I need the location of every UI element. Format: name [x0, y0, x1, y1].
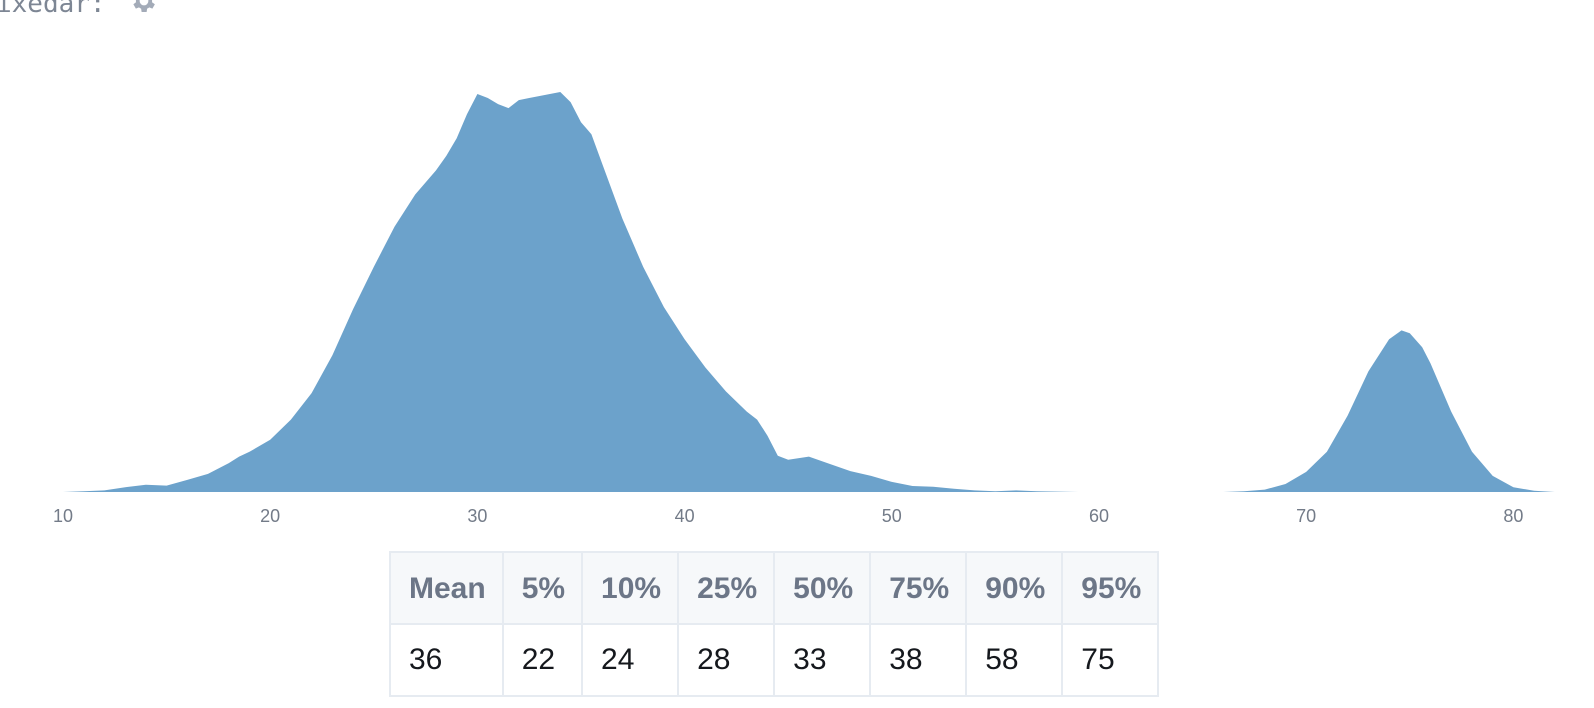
column-header: Mean [389, 551, 504, 625]
column-header: 90% [965, 551, 1064, 625]
variable-name: ixedar: [0, 0, 106, 19]
x-tick-label: 20 [260, 506, 280, 526]
table-cell: 22 [501, 623, 584, 697]
column-header: 75% [869, 551, 968, 625]
gear-icon[interactable] [129, 0, 159, 23]
table-cell: 58 [965, 623, 1064, 697]
column-header: 25% [677, 551, 776, 625]
table-row: 36 22 24 28 33 38 58 75 [389, 623, 1160, 697]
x-tick-label: 80 [1503, 506, 1523, 526]
x-tick-label: 50 [882, 506, 902, 526]
column-header: 50% [773, 551, 872, 625]
table-cell: 24 [581, 623, 680, 697]
column-header: 10% [581, 551, 680, 625]
density-segment-2 [1181, 330, 1555, 492]
stats-table: Mean 5% 10% 25% 50% 75% 90% 95% 36 22 24 28 33 38 58 7… [389, 551, 1160, 697]
x-tick-label: 40 [675, 506, 695, 526]
x-tick-label: 30 [467, 506, 487, 526]
density-segment-1 [42, 92, 1079, 492]
table-cell: 28 [677, 623, 776, 697]
x-tick-label: 60 [1089, 506, 1109, 526]
table-cell: 38 [869, 623, 968, 697]
column-header: 95% [1061, 551, 1160, 625]
table-cell: 36 [389, 623, 504, 697]
table-header-row: Mean 5% 10% 25% 50% 75% 90% 95% [389, 551, 1160, 625]
variable-label: ixedar: [0, 0, 159, 23]
density-chart: 10 20 30 40 50 60 70 80 [42, 92, 1555, 526]
density-areas [42, 92, 1555, 492]
table-cell: 75 [1061, 623, 1160, 697]
x-tick-label: 70 [1296, 506, 1316, 526]
column-header: 5% [501, 551, 584, 625]
table-cell: 33 [773, 623, 872, 697]
x-axis: 10 20 30 40 50 60 70 80 [53, 506, 1523, 526]
x-tick-label: 10 [53, 506, 73, 526]
